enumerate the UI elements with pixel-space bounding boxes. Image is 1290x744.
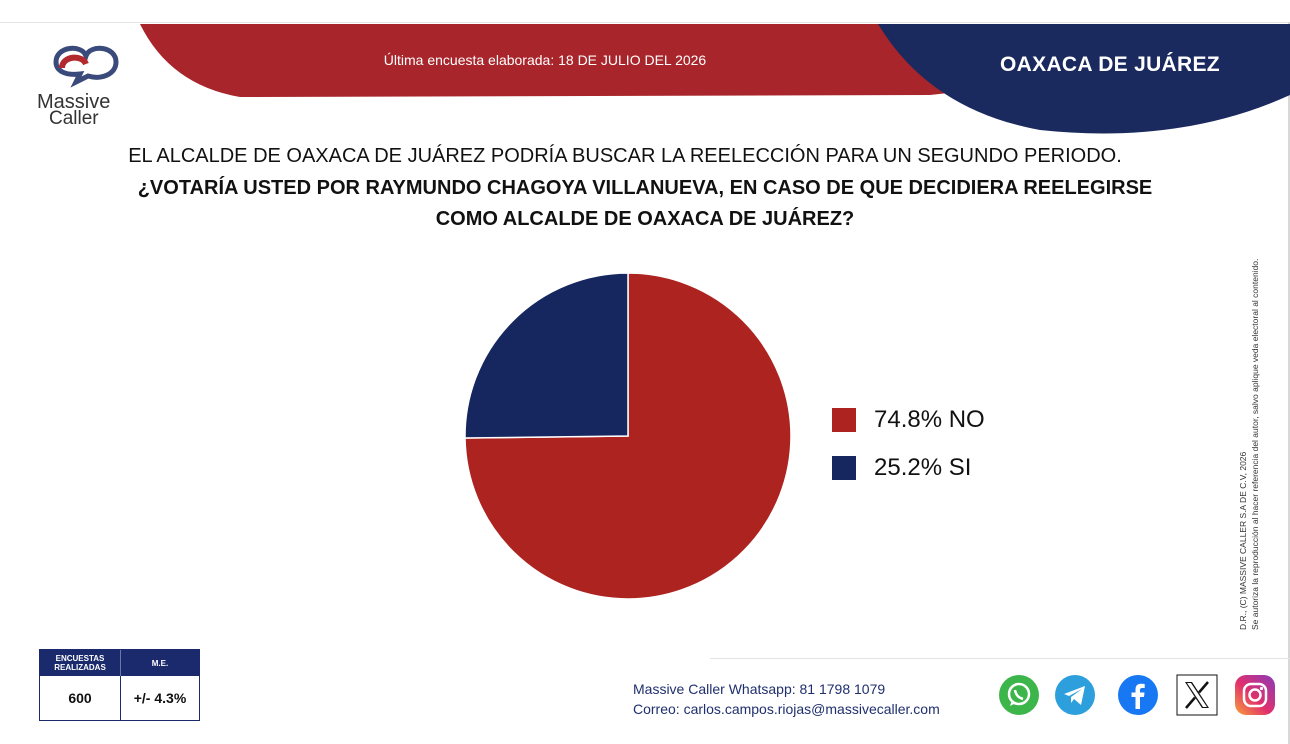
telegram-icon[interactable] <box>1053 673 1097 717</box>
legend-label-si: 25.2% SI <box>874 454 972 481</box>
contact-info: Massive Caller Whatsapp: 81 1798 1079 Co… <box>633 679 940 719</box>
whatsapp-line: Massive Caller Whatsapp: 81 1798 1079 <box>633 679 940 699</box>
stats-header-row: ENCUESTAS REALIZADAS M.E. <box>40 650 199 676</box>
question-line-2: ¿VOTARÍA USTED POR RAYMUNDO CHAGOYA VILL… <box>137 177 1153 199</box>
stats-value-margin: +/- 4.3% <box>133 690 187 706</box>
stats-value-surveys: 600 <box>40 676 121 720</box>
legend-swatch-si <box>832 456 856 480</box>
pie-slice-si <box>464 272 629 439</box>
massive-caller-logo <box>53 45 119 88</box>
email-address[interactable]: carlos.campos.riojas@massivecaller.com <box>683 701 940 717</box>
legend-item-no: 74.8% NO <box>832 396 985 444</box>
whatsapp-icon[interactable] <box>997 673 1041 717</box>
top-divider <box>0 22 1290 23</box>
facebook-icon[interactable] <box>1116 673 1160 717</box>
x-icon[interactable] <box>1175 673 1219 717</box>
stats-header-surveys: ENCUESTAS REALIZADAS <box>40 650 121 676</box>
question-main: ¿VOTARÍA USTED POR RAYMUNDO CHAGOYA VILL… <box>0 173 1290 235</box>
last-survey-date: Última encuesta elaborada: 18 DE JULIO D… <box>383 52 707 68</box>
footer-divider <box>710 658 1290 659</box>
whatsapp-label: Massive Caller Whatsapp: <box>633 681 796 697</box>
chart-legend: 74.8% NO 25.2% SI <box>832 396 985 492</box>
email-line: Correo: carlos.campos.riojas@massivecall… <box>633 699 940 719</box>
stats-value-row: 600 +/- 4.3% <box>40 676 199 720</box>
legend-swatch-no <box>832 408 856 432</box>
logo-word-caller: Caller <box>49 108 99 129</box>
instagram-icon[interactable] <box>1233 673 1277 717</box>
whatsapp-number: 81 1798 1079 <box>799 681 886 697</box>
survey-stats-table: ENCUESTAS REALIZADAS M.E. 600 +/- 4.3% <box>39 649 200 721</box>
email-label: Correo: <box>633 701 680 717</box>
pie-slice-no <box>464 272 792 600</box>
region-title: OAXACA DE JUÁREZ <box>1000 53 1220 76</box>
question-line-3: COMO ALCALDE DE OAXACA DE JUÁREZ? <box>435 208 855 230</box>
question-intro: EL ALCALDE DE OAXACA DE JUÁREZ PODRÍA BU… <box>128 145 1122 167</box>
legend-item-si: 25.2% SI <box>832 444 985 492</box>
stats-header-margin: M.E. <box>151 658 169 668</box>
right-border <box>1288 22 1290 744</box>
logo-word-massive: Massive <box>37 91 111 113</box>
header-banner <box>140 24 1290 134</box>
legend-label-no: 74.8% NO <box>874 406 985 433</box>
